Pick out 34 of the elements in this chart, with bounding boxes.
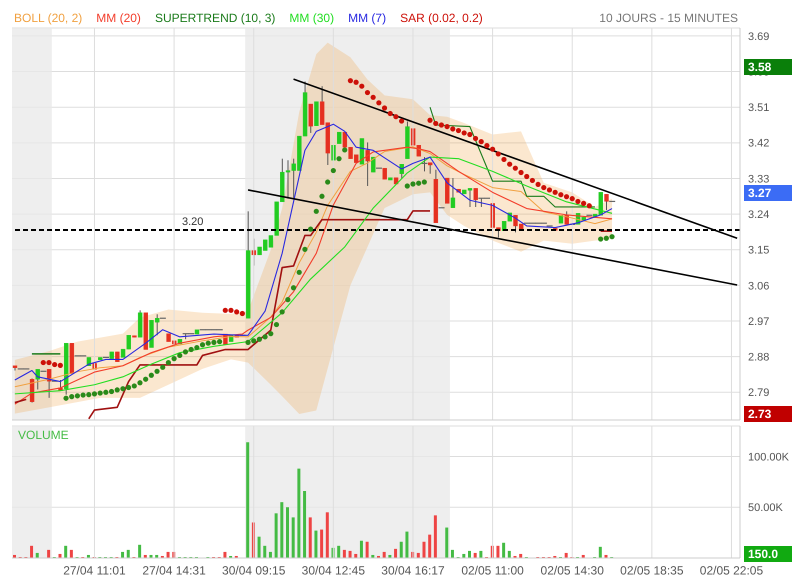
y-tick-label: 3.69: [748, 30, 770, 43]
x-tick-label: 02/05 11:00: [461, 564, 524, 578]
x-tick-label: 02/05 22:05: [700, 564, 764, 578]
text: SAR (0.02, 0.2): [400, 11, 483, 25]
y-tick-label: 3.06: [748, 280, 770, 292]
x-tick-label: 27/04 14:31: [142, 564, 206, 578]
text: BOLL (20, 2): [14, 11, 82, 25]
y-tick-label: 3.24: [748, 209, 770, 222]
text: MM (7): [348, 11, 386, 25]
y-tick-label: 2.79: [748, 387, 770, 400]
text: 2.73: [744, 406, 792, 422]
x-tick-label: 30/04 16:17: [381, 564, 445, 578]
chart-subtitle: 10 JOURS - 15 MINUTES: [599, 11, 738, 25]
text: 150.0: [744, 546, 792, 562]
y-tick-label: 3.42: [748, 138, 770, 150]
y-tick-label: 50.00K: [748, 502, 784, 514]
x-tick-label: 30/04 12:45: [302, 564, 366, 578]
y-tick-label: 2.88: [748, 352, 770, 364]
text: MM (20): [96, 11, 141, 25]
y-tick-label: 3.33: [748, 173, 770, 186]
y-tick-label: 2.97: [748, 316, 770, 328]
text: 3.27: [744, 184, 792, 201]
x-tick-label: 02/05 18:35: [620, 564, 684, 578]
chart-title: VOLUME: [18, 428, 69, 442]
text: MM (30): [289, 11, 334, 25]
ref-line-label: 3.20: [182, 216, 204, 228]
x-tick-label: 02/05 14:30: [540, 564, 604, 578]
y-tick-label: 100.00K: [748, 451, 790, 464]
y-tick-label: 3.51: [748, 102, 770, 114]
x-tick-label: 30/04 09:15: [222, 564, 286, 578]
y-tick-label: 3.15: [748, 244, 770, 257]
text: SUPERTREND (10, 3): [154, 11, 276, 25]
x-tick-label: 27/04 11:01: [63, 564, 126, 578]
text: 3.58: [744, 59, 792, 76]
